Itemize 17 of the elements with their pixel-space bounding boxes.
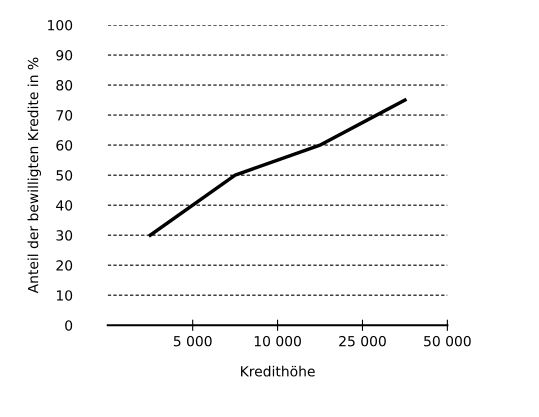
y-tick-label: 70 xyxy=(56,110,72,121)
y-tick-label: 100 xyxy=(48,20,72,30)
y-tick-label: 40 xyxy=(56,200,72,211)
x-axis-title: Kredithöhe xyxy=(241,366,315,377)
x-tick-label: 10 000 xyxy=(254,336,301,346)
x-tick-label: 5 000 xyxy=(174,336,212,346)
y-tick-label: 60 xyxy=(56,140,72,151)
y-tick-label: 20 xyxy=(56,260,72,271)
x-tick-label: 25 000 xyxy=(339,336,386,346)
y-tick-label: 50 xyxy=(56,170,72,181)
y-axis-title: Anteil der bewilligten Kredite in % xyxy=(28,58,42,294)
y-tick-label: 30 xyxy=(56,230,72,241)
y-tick-label: 80 xyxy=(56,80,72,91)
y-tick-label: 0 xyxy=(65,320,72,331)
y-tick-label: 90 xyxy=(56,50,72,61)
y-tick-label: 10 xyxy=(56,290,72,301)
x-tick-label: 50 000 xyxy=(424,336,471,346)
